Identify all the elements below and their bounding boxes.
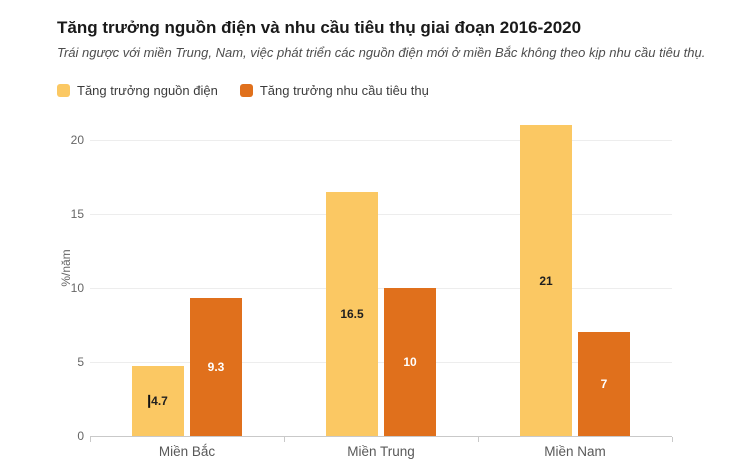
- legend-label-supply: Tăng trưởng nguồn điện: [77, 83, 218, 98]
- x-axis-tick: [478, 437, 479, 442]
- bar: [132, 366, 184, 436]
- bar-value-label: 4.7: [148, 394, 168, 408]
- legend-item-demand-growth: Tăng trưởng nhu cầu tiêu thụ: [239, 83, 429, 98]
- legend-label-demand: Tăng trưởng nhu cầu tiêu thụ: [259, 83, 429, 98]
- y-tick-label: 20: [70, 133, 84, 148]
- bar: [326, 191, 378, 436]
- gridline: [90, 361, 672, 363]
- category-label: Miền Nam: [544, 444, 606, 459]
- category-label: Miền Trung: [347, 444, 415, 459]
- x-axis-tick: [672, 437, 673, 442]
- y-tick-label: 5: [77, 355, 84, 370]
- y-tick-label: 10: [70, 281, 84, 296]
- bar-value-label: 9.3: [207, 360, 225, 375]
- legend-item-supply-growth: Tăng trưởng nguồn điện: [57, 83, 218, 98]
- legend: Tăng trưởng nguồn điện Tăng trưởng nhu c…: [57, 83, 429, 98]
- bar-value-label: 7: [600, 377, 608, 392]
- chart-title: Tăng trưởng nguồn điện và nhu cầu tiêu t…: [57, 18, 582, 37]
- category-label: Miền Bắc: [158, 444, 216, 459]
- legend-swatch-supply-icon: [57, 84, 70, 97]
- bar: [384, 288, 436, 436]
- bar: [520, 125, 572, 436]
- gridline: [90, 287, 672, 289]
- bar-value-label: 16.5: [340, 306, 364, 321]
- x-axis-tick: [90, 437, 91, 442]
- y-tick-label: 0: [77, 429, 84, 443]
- chart-subtitle: Trái ngược với miền Trung, Nam, việc phá…: [57, 45, 706, 60]
- x-axis-tick: [284, 437, 285, 442]
- bar-value-label: 10: [403, 355, 417, 370]
- bar-value-label: 21: [539, 273, 553, 288]
- text-cursor-artifact: [148, 394, 151, 408]
- gridline: [90, 139, 672, 141]
- bar: [190, 298, 242, 436]
- y-tick-label: 15: [70, 207, 84, 222]
- bar: [578, 332, 630, 436]
- gridline: [90, 213, 672, 215]
- x-axis-baseline: [90, 436, 672, 437]
- legend-swatch-demand-icon: [239, 84, 253, 97]
